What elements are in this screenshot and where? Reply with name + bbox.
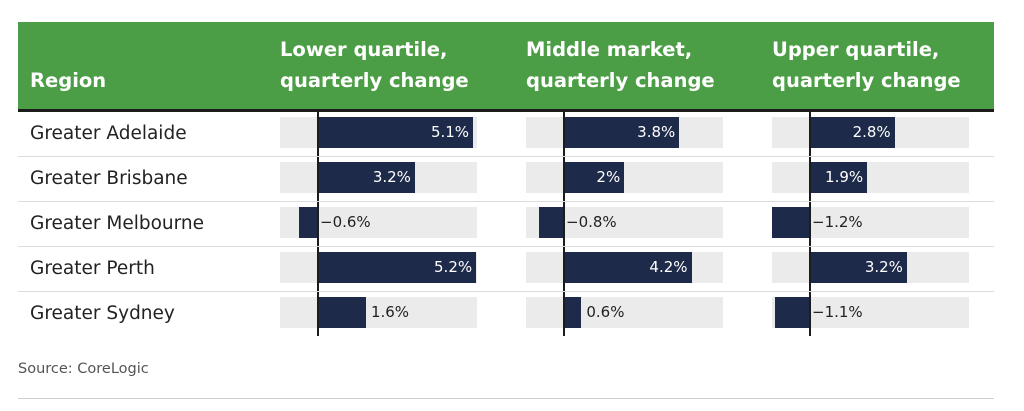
zero-line [809, 247, 811, 291]
header-middle-market-line2: quarterly change [526, 69, 715, 92]
bar-lower-quartile [298, 207, 317, 238]
zero-line [317, 157, 319, 201]
zero-line [563, 247, 565, 291]
bar-lower-quartile [317, 162, 415, 193]
header-lower-quartile: Lower quartile, quarterly change [280, 34, 520, 96]
region-label: Greater Perth [30, 258, 155, 279]
bar-lower-quartile [317, 252, 477, 283]
bar-track-upper-quartile: 1.9% [772, 157, 969, 201]
value-label: 3.2% [372, 168, 411, 186]
bar-middle-market [563, 117, 680, 148]
bar-track-lower-quartile: 1.6% [280, 292, 477, 336]
source-note: Source: CoreLogic [18, 361, 149, 377]
value-label: 3.8% [637, 123, 676, 141]
table-body: Greater Adelaide 5.1% 3.8% 2.8% Greater Bris… [18, 112, 994, 336]
bar-middle-market [563, 252, 692, 283]
table-row: Greater Sydney 1.6% 0.6% −1.1% [18, 292, 994, 336]
table-row: Greater Perth 5.2% 4.2% 3.2% [18, 247, 994, 292]
region-label: Greater Brisbane [30, 168, 188, 189]
bar-track-middle-market: 3.8% [526, 112, 723, 156]
table-row: Greater Brisbane 3.2% 2% 1.9% [18, 157, 994, 202]
zero-line [809, 157, 811, 201]
zero-line [563, 202, 565, 246]
zero-line [809, 112, 811, 156]
bar-track-middle-market: 4.2% [526, 247, 723, 291]
bar-track-middle-market: 2% [526, 157, 723, 201]
header-lower-quartile-line2: quarterly change [280, 69, 469, 92]
value-label: 5.1% [430, 123, 470, 141]
value-label: 3.2% [864, 258, 903, 276]
zero-line [809, 292, 811, 336]
value-label: 4.2% [649, 258, 688, 276]
data-table: Region Lower quartile, quarterly change … [18, 22, 994, 336]
region-label: Greater Adelaide [30, 123, 187, 144]
bar-track-upper-quartile: −1.1% [772, 292, 969, 336]
zero-line [563, 292, 565, 336]
header-lower-quartile-line1: Lower quartile, [280, 38, 448, 61]
region-label: Greater Melbourne [30, 213, 205, 234]
bar-upper-quartile [775, 297, 809, 328]
region-header: Region [30, 69, 107, 92]
zero-line [317, 202, 319, 246]
bar-upper-quartile [809, 117, 895, 148]
value-label: −1.1% [812, 303, 863, 321]
zero-line [809, 202, 811, 246]
zero-line [563, 157, 565, 201]
bar-track-lower-quartile: 3.2% [280, 157, 477, 201]
bar-middle-market [538, 207, 563, 238]
region-label: Greater Sydney [30, 303, 175, 324]
zero-line [563, 112, 565, 156]
value-label: 5.2% [434, 258, 473, 276]
bar-upper-quartile [772, 207, 809, 238]
bar-track-upper-quartile: 2.8% [772, 112, 969, 156]
header-upper-quartile-line1: Upper quartile, [772, 38, 940, 61]
zero-line [317, 112, 319, 156]
bar-track-lower-quartile: 5.2% [280, 247, 477, 291]
header-middle-market: Middle market, quarterly change [526, 34, 766, 96]
table-row: Greater Melbourne −0.6% −0.8% −1.2% [18, 202, 994, 247]
bar-track-middle-market: 0.6% [526, 292, 723, 336]
table-header: Region Lower quartile, quarterly change … [18, 22, 994, 112]
value-label: −1.2% [812, 213, 863, 231]
bar-track-upper-quartile: 3.2% [772, 247, 969, 291]
value-label: 2.8% [852, 123, 891, 141]
bottom-divider [18, 398, 994, 399]
header-upper-quartile: Upper quartile, quarterly change [772, 34, 1012, 96]
bar-upper-quartile [809, 162, 868, 193]
bar-track-upper-quartile: −1.2% [772, 202, 969, 246]
bar-middle-market [563, 297, 582, 328]
header-upper-quartile-line2: quarterly change [772, 69, 961, 92]
zero-line [317, 292, 319, 336]
value-label: −0.8% [566, 213, 617, 231]
table-row: Greater Adelaide 5.1% 3.8% 2.8% [18, 112, 994, 157]
bar-track-lower-quartile: −0.6% [280, 202, 477, 246]
bar-middle-market [563, 162, 625, 193]
bar-upper-quartile [809, 252, 907, 283]
value-label: −0.6% [320, 213, 371, 231]
header-middle-market-line1: Middle market, [526, 38, 693, 61]
value-label: 0.6% [586, 303, 625, 321]
bar-lower-quartile [317, 117, 474, 148]
value-label: 1.9% [825, 168, 864, 186]
bar-track-lower-quartile: 5.1% [280, 112, 477, 156]
value-label: 2% [596, 168, 621, 186]
value-label: 1.6% [370, 303, 410, 321]
bar-lower-quartile [317, 297, 366, 328]
bar-track-middle-market: −0.8% [526, 202, 723, 246]
zero-line [317, 247, 319, 291]
